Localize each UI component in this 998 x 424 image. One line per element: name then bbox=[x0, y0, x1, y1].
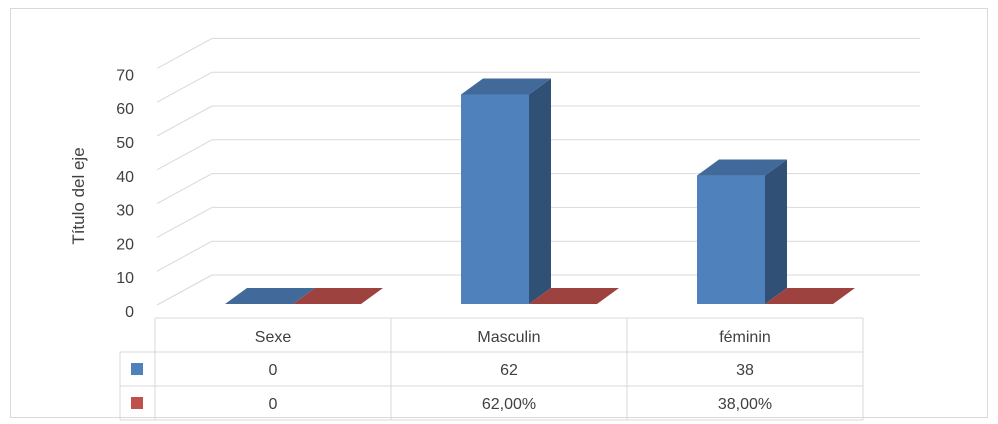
bar-top bbox=[765, 288, 855, 304]
bar-top bbox=[461, 78, 551, 95]
bar-top bbox=[529, 288, 619, 304]
bar bbox=[461, 78, 551, 304]
bar bbox=[697, 159, 787, 304]
table-value: 0 bbox=[269, 362, 278, 379]
gridline-depth bbox=[156, 206, 213, 238]
y-tick-label: 50 bbox=[116, 135, 134, 152]
y-tick-label: 30 bbox=[116, 203, 134, 220]
bar bbox=[225, 288, 315, 304]
bar-front bbox=[697, 175, 765, 304]
bar-side bbox=[765, 159, 787, 304]
y-tick-label: 0 bbox=[125, 304, 134, 321]
bar-front bbox=[461, 94, 529, 304]
gridline-depth bbox=[156, 37, 213, 69]
bar bbox=[765, 288, 855, 304]
gridline-depth bbox=[156, 105, 213, 137]
bar bbox=[529, 288, 619, 304]
legend-key bbox=[131, 397, 143, 409]
y-tick-label: 20 bbox=[116, 236, 134, 253]
gridline-depth bbox=[156, 240, 213, 272]
category-label: Sexe bbox=[255, 329, 292, 346]
data-table: Sexe Masculin féminin 0 62 38 0 62,00% 38,00% bbox=[119, 317, 864, 421]
y-axis-title: Título del eje bbox=[69, 147, 88, 244]
table-value: 62 bbox=[500, 362, 518, 379]
table-value: 0 bbox=[269, 396, 278, 413]
gridline-depth bbox=[156, 139, 213, 171]
bar-top bbox=[293, 288, 383, 304]
y-tick-labels: 0 10 20 30 40 50 60 70 bbox=[116, 67, 134, 321]
bar-top bbox=[225, 288, 315, 304]
table-value: 38 bbox=[736, 362, 754, 379]
gridline-depth bbox=[156, 71, 213, 103]
table-value: 38,00% bbox=[718, 396, 772, 413]
category-label: féminin bbox=[719, 329, 771, 346]
y-tick-label: 10 bbox=[116, 270, 134, 287]
y-tick-label: 70 bbox=[116, 67, 134, 84]
legend-key bbox=[131, 363, 143, 375]
table-value: 62,00% bbox=[482, 396, 536, 413]
gridline-depth bbox=[156, 173, 213, 205]
bars-layer bbox=[225, 78, 855, 304]
bar bbox=[293, 288, 383, 304]
category-label: Masculin bbox=[477, 329, 540, 346]
bar-side bbox=[529, 78, 551, 304]
y-tick-label: 40 bbox=[116, 169, 134, 186]
y-tick-label: 60 bbox=[116, 101, 134, 118]
grid-layer bbox=[156, 37, 920, 306]
bar-top bbox=[697, 159, 787, 176]
gridline-depth bbox=[156, 274, 213, 306]
